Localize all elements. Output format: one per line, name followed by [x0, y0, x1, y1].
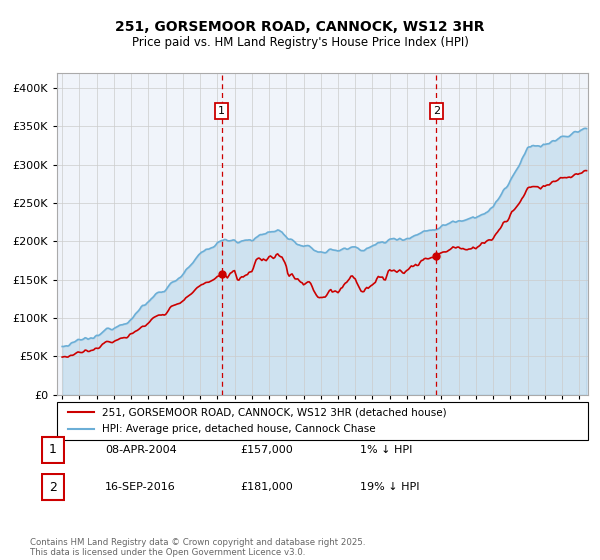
Text: 251, GORSEMOOR ROAD, CANNOCK, WS12 3HR: 251, GORSEMOOR ROAD, CANNOCK, WS12 3HR — [115, 20, 485, 34]
Text: 2: 2 — [49, 480, 57, 494]
Text: £157,000: £157,000 — [240, 445, 293, 455]
Text: 16-SEP-2016: 16-SEP-2016 — [105, 482, 176, 492]
Text: 1% ↓ HPI: 1% ↓ HPI — [360, 445, 412, 455]
Text: 1: 1 — [49, 443, 57, 456]
Text: £181,000: £181,000 — [240, 482, 293, 492]
Text: Price paid vs. HM Land Registry's House Price Index (HPI): Price paid vs. HM Land Registry's House … — [131, 36, 469, 49]
Text: Contains HM Land Registry data © Crown copyright and database right 2025.
This d: Contains HM Land Registry data © Crown c… — [30, 538, 365, 557]
Text: 251, GORSEMOOR ROAD, CANNOCK, WS12 3HR (detached house): 251, GORSEMOOR ROAD, CANNOCK, WS12 3HR (… — [102, 407, 447, 417]
Text: 08-APR-2004: 08-APR-2004 — [105, 445, 177, 455]
Text: 1: 1 — [218, 106, 225, 116]
FancyBboxPatch shape — [57, 402, 588, 440]
Text: HPI: Average price, detached house, Cannock Chase: HPI: Average price, detached house, Cann… — [102, 424, 376, 434]
Text: 2: 2 — [433, 106, 440, 116]
FancyBboxPatch shape — [42, 437, 64, 463]
Text: 19% ↓ HPI: 19% ↓ HPI — [360, 482, 419, 492]
FancyBboxPatch shape — [42, 474, 64, 500]
